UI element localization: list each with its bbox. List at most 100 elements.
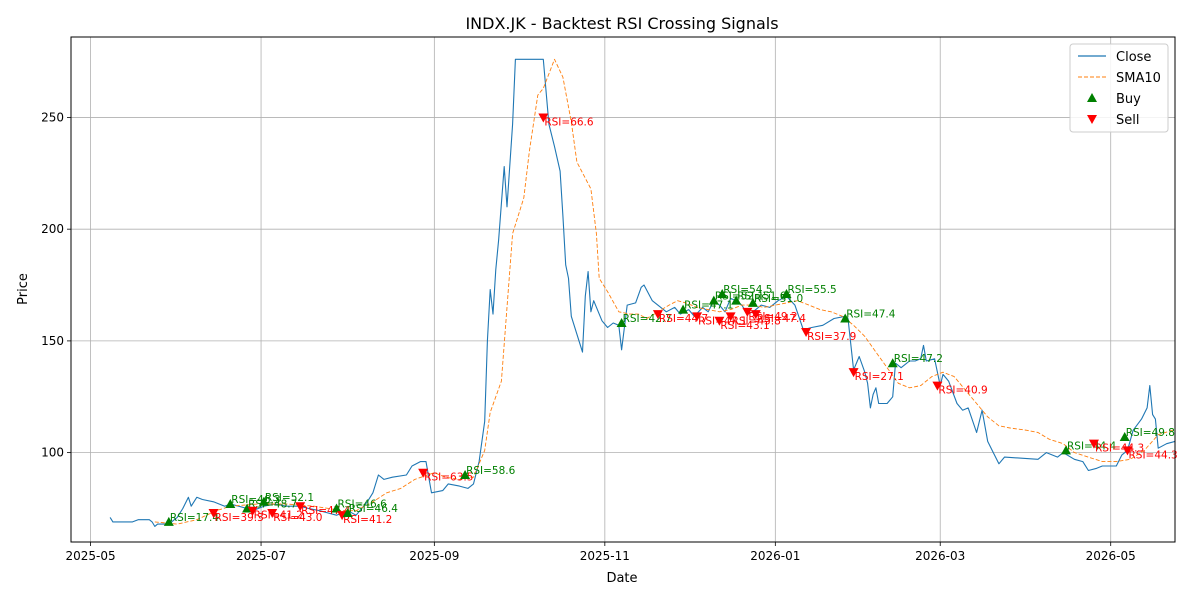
buy-label: RSI=44.4 [1067, 440, 1117, 452]
buy-marker [258, 496, 269, 506]
buy-marker [678, 304, 689, 314]
sell-marker [750, 310, 761, 320]
sell-marker [267, 508, 278, 518]
sell-marker [692, 312, 703, 322]
buy-marker [616, 318, 627, 328]
y-tick-label: 250 [41, 110, 64, 124]
buy-marker [242, 503, 253, 513]
buy-label: RSI=46.6 [338, 498, 388, 510]
sell-marker [337, 511, 348, 521]
x-tick-label: 2026-01 [750, 549, 800, 563]
sell-label: RSI=39.3 [215, 512, 264, 524]
sell-marker [1088, 439, 1099, 449]
sell-label: RSI=47.4 [757, 313, 807, 325]
x-axis: 2025-05 2025-07 2025-09 2025-11 2026-01 2026-… [65, 542, 1136, 563]
sell-label: RSI=37.9 [807, 331, 856, 343]
buy-marker [342, 507, 353, 517]
buy-label: RSI=52.1 [715, 291, 764, 303]
series-layer [109, 58, 1175, 527]
x-tick-label: 2025-05 [65, 549, 115, 563]
legend-box [1069, 43, 1169, 133]
plot-frame [70, 36, 1176, 543]
sell-label: RSI=44.3 [1128, 449, 1177, 461]
sell-label: RSI=41.2 [343, 514, 392, 526]
sell-marker [742, 307, 753, 317]
buy-label: RSI=54.5 [723, 284, 772, 296]
buy-label: RSI=47.4 [846, 309, 896, 321]
buy-marker [1060, 445, 1071, 455]
legend-sell-swatch [1087, 115, 1097, 124]
y-axis-label: Price [16, 273, 31, 305]
sell-label: RSI=43.0 [273, 512, 322, 524]
buy-label: RSI=46.4 [349, 503, 399, 515]
legend-buy-swatch [1087, 93, 1097, 102]
buy-label: RSI=47.1 [684, 300, 733, 312]
x-axis-label: Date [606, 571, 637, 586]
buy-marker [781, 288, 792, 298]
buy-label: RSI=51.6 [737, 291, 787, 303]
buy-label: RSI=58.6 [466, 465, 516, 477]
x-tick-label: 2026-03 [915, 549, 965, 563]
x-tick-label: 2026-05 [1086, 549, 1136, 563]
sell-label: RSI=27.1 [855, 371, 904, 383]
buy-label: RSI=51.0 [754, 293, 803, 305]
buy-marker [731, 295, 742, 305]
y-tick-label: 100 [41, 446, 64, 460]
legend-label: Sell [1116, 113, 1139, 128]
close-line [109, 58, 1175, 527]
buy-label: RSI=55.5 [788, 284, 837, 296]
signal-layer: RSI=17.4RSI=39.3RSI=46.3RSI=48.7RSI=41.2… [163, 113, 1178, 526]
sell-label: RSI=66.6 [544, 116, 594, 128]
buy-marker [460, 469, 471, 479]
sell-label: RSI=43.1 [720, 320, 769, 332]
buy-marker [747, 297, 758, 307]
buy-marker [708, 295, 719, 305]
x-tick-label: 2025-07 [236, 549, 286, 563]
legend-label: Close [1116, 50, 1151, 65]
y-tick-label: 150 [41, 334, 64, 348]
sell-marker [652, 310, 663, 320]
buy-label: RSI=48.7 [248, 498, 297, 510]
y-tick-label: 200 [41, 222, 64, 236]
sell-label: RSI=63.5 [424, 472, 473, 484]
sma10-line [154, 58, 1175, 525]
buy-label: RSI=52.1 [265, 492, 314, 504]
chart-title: INDX.JK - Backtest RSI Crossing Signals [465, 14, 778, 33]
sell-marker [932, 381, 943, 391]
buy-label: RSI=46.3 [231, 494, 280, 506]
buy-label: RSI=47.2 [894, 353, 943, 365]
legend: Close SMA10 Buy Sell [1069, 43, 1169, 133]
legend-label: Buy [1116, 92, 1141, 107]
buy-marker [840, 313, 851, 323]
x-tick-label: 2025-09 [409, 549, 459, 563]
buy-marker [1119, 431, 1130, 441]
x-tick-label: 2025-11 [580, 549, 630, 563]
buy-marker [887, 358, 898, 368]
sell-label: RSI=45.8 [732, 315, 781, 327]
sell-label: RSI=49.2 [748, 311, 797, 323]
buy-marker [331, 503, 342, 513]
legend-label: SMA10 [1116, 71, 1161, 86]
sell-label: RSI=41.2 [254, 510, 303, 522]
y-axis: 100 150 200 250 [41, 110, 71, 460]
sell-marker [295, 502, 306, 512]
buy-marker [225, 499, 236, 509]
sell-marker [848, 368, 859, 378]
sell-marker [538, 113, 549, 123]
buy-label: RSI=49.8 [1126, 427, 1175, 439]
buy-label: RSI=17.4 [170, 512, 220, 524]
buy-marker [163, 516, 174, 526]
sell-marker [714, 316, 725, 326]
sell-label: RSI=44.3 [1095, 443, 1144, 455]
sell-marker [418, 468, 429, 478]
sell-marker [725, 312, 736, 322]
sell-label: RSI=47.1 [698, 315, 747, 327]
sell-label: RSI=40.9 [938, 385, 987, 397]
sell-marker [247, 506, 258, 516]
sell-marker [801, 327, 812, 337]
buy-marker [717, 288, 728, 298]
sell-marker [208, 508, 219, 518]
sell-marker [1122, 446, 1133, 456]
